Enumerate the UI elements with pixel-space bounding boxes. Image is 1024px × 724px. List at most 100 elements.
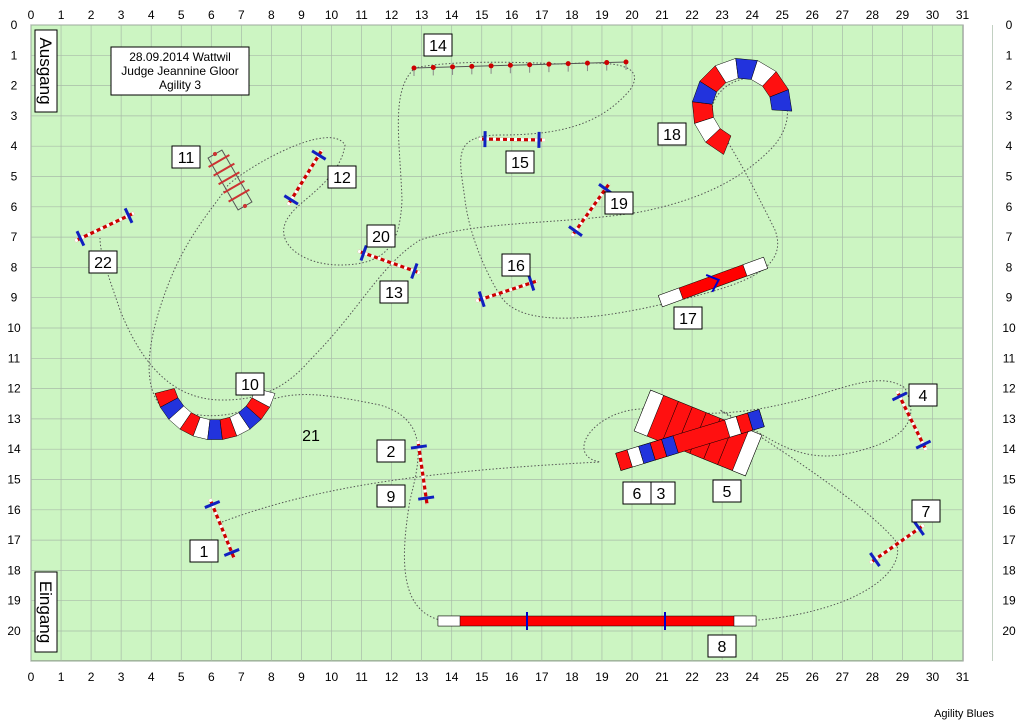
axis-bottom-tick: 13 (415, 670, 429, 684)
jump-wing (410, 444, 427, 450)
obstacle-number-2: 2 (376, 439, 406, 463)
axis-bottom-tick: 17 (535, 670, 549, 684)
axis-bottom-tick: 21 (655, 670, 669, 684)
axis-bottom-tick: 9 (298, 670, 305, 684)
axis-bottom-tick: 0 (28, 670, 35, 684)
weave-pole-top (604, 60, 610, 66)
obstacle-number-21: 21 (302, 428, 320, 445)
axis-bottom-labels: 0 1 2 3 4 5 6 7 8 9 10 11 12 13 14 15 16 17 18 19 20 21 22 23 24… (28, 670, 970, 684)
obstacle-number-label: 13 (385, 285, 403, 302)
obstacle-number-label: 10 (241, 377, 259, 394)
axis-bottom-tick: 7 (238, 670, 245, 684)
weave-pole-top (507, 62, 513, 68)
obstacle-number-14: 14 (423, 33, 453, 57)
jump-wing (359, 244, 368, 262)
weave-pole-top (450, 64, 456, 70)
axis-right-tick: 10 (1002, 321, 1016, 335)
axis-top-tick: 16 (505, 8, 519, 22)
obstacle-number-label: 17 (679, 311, 697, 328)
obstacle-14-weave (411, 59, 629, 76)
jump-bar (74, 211, 135, 243)
jump-wing (75, 230, 86, 247)
axis-top-tick: 31 (956, 8, 970, 22)
jump-wing (204, 500, 221, 509)
obstacle-number-9: 9 (376, 484, 406, 508)
obstacle-number-17: 17 (673, 306, 703, 330)
axis-right-tick: 8 (1006, 260, 1013, 274)
axis-left-tick: 18 (7, 563, 21, 577)
field-background (30, 24, 964, 662)
axis-top-tick: 21 (655, 8, 669, 22)
entry-label: Eingang (36, 581, 55, 643)
obstacle-number-label: 5 (723, 484, 732, 501)
jump-wing (410, 262, 419, 280)
course-path (99, 61, 912, 621)
axis-bottom-tick: 5 (178, 670, 185, 684)
obstacle-number-label: 3 (657, 486, 666, 503)
axis-left-tick: 6 (11, 200, 18, 214)
axis-left-tick: 5 (11, 170, 18, 184)
obstacle-number-label: 7 (922, 504, 931, 521)
axis-right-tick: 15 (1002, 473, 1016, 487)
axis-bottom-tick: 6 (208, 670, 215, 684)
axis-right-tick: 7 (1006, 230, 1013, 244)
jump-bar (869, 523, 925, 565)
jump-wing (223, 548, 240, 557)
axis-top-tick: 3 (118, 8, 125, 22)
jump-bar (208, 498, 236, 559)
axis-right-tick: 4 (1006, 139, 1013, 153)
axis-top-tick: 9 (298, 8, 305, 22)
axis-left-tick: 14 (7, 442, 21, 456)
axis-top-tick: 29 (896, 8, 910, 22)
axis-top-tick: 11 (355, 8, 368, 22)
weave-pole-top (469, 63, 475, 69)
axis-left-tick: 12 (7, 382, 21, 396)
axis-top-tick: 27 (836, 8, 850, 22)
axis-bottom-tick: 2 (88, 670, 95, 684)
jump-bar (416, 440, 429, 505)
axis-top-tick: 1 (58, 8, 65, 22)
jump-wing (477, 291, 486, 308)
axis-bottom-tick: 11 (355, 670, 368, 684)
obstacle-number-label: 22 (94, 255, 112, 272)
obstacle-number-1: 1 (189, 539, 219, 563)
axis-top-tick: 15 (475, 8, 489, 22)
jump-bar (478, 137, 546, 142)
axis-right-tick: 6 (1006, 200, 1013, 214)
obstacle-number-13: 13 (379, 280, 409, 304)
obstacle-number-15: 15 (505, 150, 535, 174)
axis-left-tick: 16 (7, 503, 21, 517)
jump-wing (527, 274, 536, 291)
obstacle-number-label: 4 (919, 388, 928, 405)
obstacle-number-4: 4 (908, 383, 938, 407)
axis-top-labels: 0 1 2 3 4 5 6 7 8 9 10 11 12 13 14 15 16 17 18 19 20 21 22 23 24… (28, 8, 970, 22)
obstacle-17-seesaw (658, 256, 768, 308)
obstacle-11-ladder (207, 149, 253, 211)
axis-bottom-tick: 31 (956, 670, 970, 684)
weave-pole-top (488, 63, 494, 69)
axis-left-tick: 1 (11, 48, 18, 62)
axis-top-tick: 19 (595, 8, 609, 22)
axis-bottom-tick: 1 (58, 670, 65, 684)
weave-pole-top (546, 61, 552, 67)
jump-wing (913, 521, 925, 536)
obstacle-3-6-tunnel (615, 409, 765, 471)
axis-bottom-tick: 3 (118, 670, 125, 684)
obstacle-number-label: 19 (610, 196, 628, 213)
footer-brand: Agility Blues (934, 708, 994, 720)
jump-bar (286, 149, 324, 206)
axis-right-tick: 9 (1006, 291, 1013, 305)
axis-left-tick: 2 (11, 79, 18, 93)
obstacle-number-label: 21 (302, 428, 320, 445)
axis-bottom-tick: 25 (776, 670, 790, 684)
axis-bottom-tick: 20 (625, 670, 639, 684)
axis-top-tick: 30 (926, 8, 940, 22)
info-box: 28.09.2014 Wattwil Judge Jeannine Gloor … (110, 46, 250, 96)
obstacle-number-6: 6 (622, 481, 652, 505)
axis-top-tick: 6 (208, 8, 215, 22)
obstacle-number-label: 18 (663, 127, 681, 144)
jump-wing (418, 495, 435, 501)
axis-bottom-tick: 15 (475, 670, 489, 684)
axis-bottom-tick: 28 (866, 670, 880, 684)
